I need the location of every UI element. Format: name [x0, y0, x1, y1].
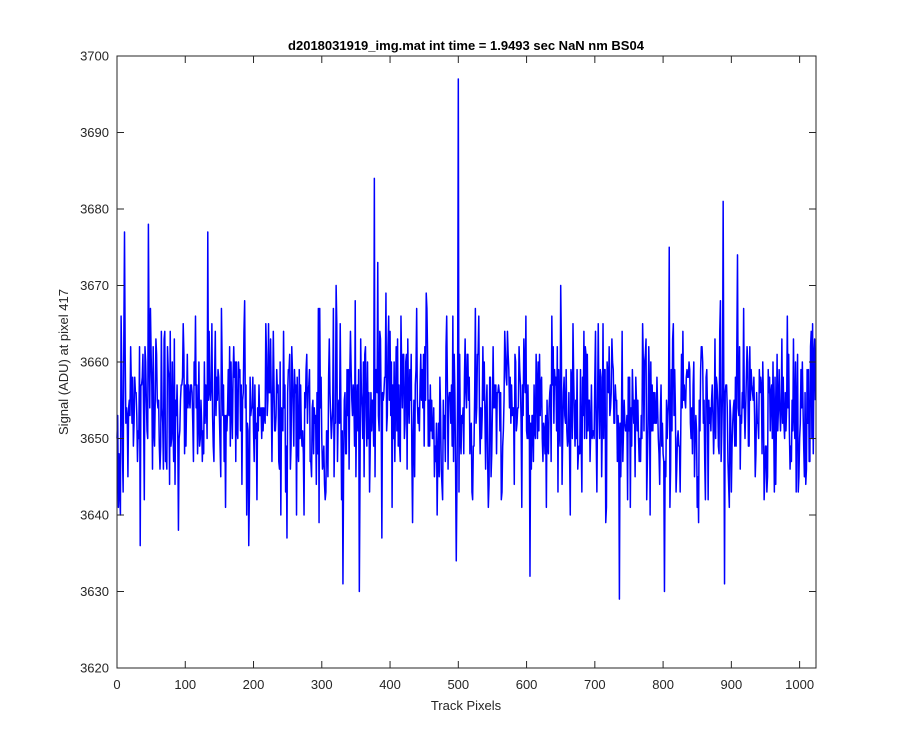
y-tick-label: 3640 [80, 508, 109, 523]
x-tick-label: 500 [447, 677, 469, 692]
x-tick-label: 300 [311, 677, 333, 692]
series-layer [116, 78, 817, 600]
y-tick-label: 3700 [80, 49, 109, 64]
y-tick-label: 3690 [80, 125, 109, 140]
y-tick-label: 3630 [80, 584, 109, 599]
ticks-layer: 0 100 200 300 400 500 600 700 800 900 1000 3620 3630… [80, 49, 816, 692]
x-tick-label: 0 [113, 677, 120, 692]
series-line [116, 78, 817, 600]
x-tick-label: 100 [174, 677, 196, 692]
y-tick-label: 3620 [80, 661, 109, 676]
chart-title: d2018031919_img.mat int time = 1.9493 se… [288, 38, 645, 53]
x-tick-label: 700 [584, 677, 606, 692]
x-tick-label: 400 [379, 677, 401, 692]
y-tick-label: 3670 [80, 278, 109, 293]
x-tick-label: 1000 [785, 677, 814, 692]
y-tick-label: 3650 [80, 431, 109, 446]
x-tick-label: 600 [516, 677, 538, 692]
x-tick-label: 200 [243, 677, 265, 692]
x-axis-label: Track Pixels [431, 698, 502, 713]
y-tick-label: 3680 [80, 202, 109, 217]
y-tick-label: 3660 [80, 355, 109, 370]
y-axis-label: Signal (ADU) at pixel 417 [56, 289, 71, 435]
x-tick-label: 800 [652, 677, 674, 692]
x-tick-label: 900 [721, 677, 743, 692]
